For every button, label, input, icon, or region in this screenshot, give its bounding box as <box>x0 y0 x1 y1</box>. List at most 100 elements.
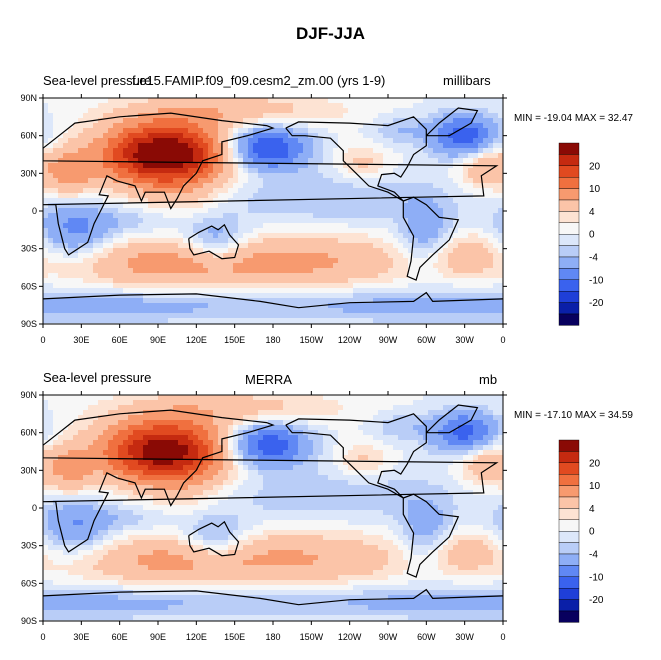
panel1-units-label: millibars <box>443 73 491 88</box>
panel2-case-label: MERRA <box>245 372 292 387</box>
y-tick-label: 30N <box>20 168 37 178</box>
y-tick-label: 90N <box>20 390 37 400</box>
colorbar-box <box>558 313 580 326</box>
colorbar-box <box>558 508 580 520</box>
x-tick-label: 30E <box>73 335 89 345</box>
x-tick-label: 120W <box>338 335 362 345</box>
y-tick-label: 30N <box>20 465 37 475</box>
colorbar-box <box>558 188 580 201</box>
colorbar-box <box>558 142 580 155</box>
colorbar-box <box>558 519 580 532</box>
panel2-variable-label: Sea-level pressure <box>43 370 152 385</box>
colorbar-2: 20 10 4 0 -4 -10 -20 <box>558 439 604 623</box>
colorbar-box <box>558 531 580 543</box>
colorbar-label: -20 <box>589 298 604 309</box>
y-tick-label: 60N <box>20 428 37 438</box>
colorbar-1: 20 10 4 0 -4 -10 -20 <box>558 142 604 326</box>
pressure-field <box>43 395 503 621</box>
y-tick-label: 90S <box>21 319 37 329</box>
colorbar-box <box>558 462 580 475</box>
x-tick-label: 90E <box>150 632 166 642</box>
x-tick-label: 120E <box>186 335 207 345</box>
y-tick-label: 90S <box>21 616 37 626</box>
colorbar-label: 0 <box>589 230 595 241</box>
colorbar-box <box>558 233 580 246</box>
x-tick-label: 0 <box>40 335 45 345</box>
colorbar-label: 0 <box>589 527 595 538</box>
x-tick-label: 0 <box>500 335 505 345</box>
x-tick-label: 60W <box>417 632 436 642</box>
colorbar-box <box>558 154 580 166</box>
x-tick-label: 60E <box>112 632 128 642</box>
colorbar-box <box>558 176 580 189</box>
colorbar-label: 10 <box>589 184 601 195</box>
y-tick-label: 0 <box>32 503 37 513</box>
colorbar-box <box>558 485 580 498</box>
map-panel-1: 0 30E 60E 90E 120E 150E 180 150W 120W 90W 60W 30W 09… <box>20 93 603 345</box>
y-tick-label: 0 <box>32 206 37 216</box>
panel1-variable-label: Sea-level pressure <box>43 73 152 88</box>
x-tick-label: 60E <box>112 335 128 345</box>
colorbar-label: -4 <box>589 253 598 264</box>
colorbar-box <box>558 291 580 303</box>
colorbar-label: 20 <box>589 161 601 172</box>
map-panel-2: 0 30E 60E 90E 120E 150E 180 150W 120W 90W 60W 30W 09… <box>20 390 603 642</box>
colorbar-label: -20 <box>589 595 604 606</box>
coastlines <box>43 404 503 606</box>
figure-title: DJF-JJA <box>296 24 365 43</box>
y-tick-label: 30S <box>21 244 37 254</box>
x-tick-label: 60W <box>417 335 436 345</box>
x-tick-label: 180 <box>265 632 280 642</box>
y-tick-label: 90N <box>20 93 37 103</box>
colorbar-label: 10 <box>589 481 601 492</box>
x-tick-label: 150W <box>300 335 324 345</box>
panel2-units-label: mb <box>479 372 498 387</box>
coastlines <box>43 107 503 309</box>
y-tick-label: 60S <box>21 281 37 291</box>
x-tick-label: 90E <box>150 335 166 345</box>
y-tick-label: 60N <box>20 131 37 141</box>
colorbar-box <box>558 211 580 223</box>
colorbar-box <box>558 439 580 452</box>
colorbar-box <box>558 588 580 600</box>
x-tick-label: 180 <box>265 335 280 345</box>
x-tick-label: 90W <box>379 335 398 345</box>
colorbar-box <box>558 599 580 612</box>
colorbar-box <box>558 165 580 178</box>
colorbar-label: -4 <box>589 550 598 561</box>
colorbar-box <box>558 302 580 315</box>
x-tick-label: 150W <box>300 632 324 642</box>
colorbar-box <box>558 474 580 486</box>
colorbar-box <box>558 256 580 269</box>
y-tick-label: 30S <box>21 541 37 551</box>
colorbar-box <box>558 222 580 235</box>
colorbar-box <box>558 199 580 212</box>
colorbar-box <box>558 268 580 280</box>
x-tick-label: 90W <box>379 632 398 642</box>
colorbar-box <box>558 279 580 292</box>
colorbar-label: 20 <box>589 458 601 469</box>
colorbar-box <box>558 451 580 463</box>
x-tick-label: 30E <box>73 632 89 642</box>
colorbar-box <box>558 542 580 555</box>
x-tick-label: 0 <box>40 632 45 642</box>
colorbar-box <box>558 245 580 258</box>
colorbar-label: -10 <box>589 572 604 583</box>
colorbar-box <box>558 565 580 578</box>
panel2-minmax: MIN = -17.10 MAX = 34.59 <box>514 410 633 421</box>
x-tick-label: 30W <box>455 632 474 642</box>
x-tick-label: 30W <box>455 335 474 345</box>
panel1-minmax: MIN = -19.04 MAX = 32.47 <box>514 113 633 124</box>
colorbar-box <box>558 496 580 509</box>
x-tick-label: 150E <box>224 335 245 345</box>
x-tick-label: 0 <box>500 632 505 642</box>
x-tick-label: 150E <box>224 632 245 642</box>
colorbar-label: 4 <box>589 207 595 218</box>
panel1-case-label: f.e15.FAMIP.f09_f09.cesm2_zm.00 (yrs 1-9… <box>132 73 386 88</box>
x-tick-label: 120W <box>338 632 362 642</box>
x-tick-label: 120E <box>186 632 207 642</box>
colorbar-box <box>558 576 580 589</box>
colorbar-box <box>558 610 580 623</box>
colorbar-box <box>558 553 580 566</box>
